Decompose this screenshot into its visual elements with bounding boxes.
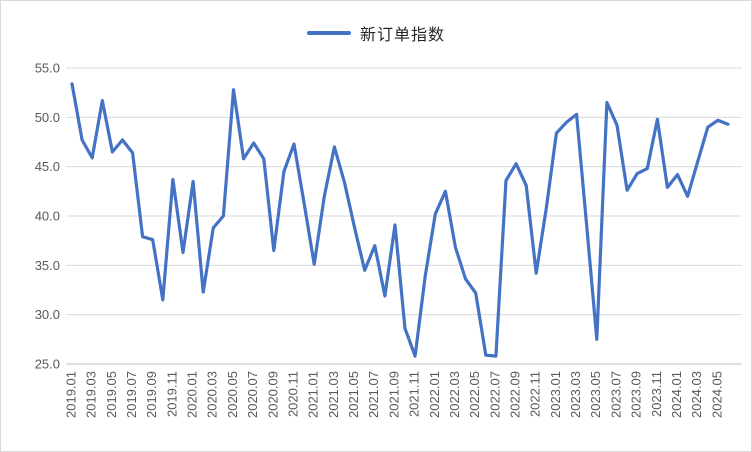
x-tick-label: 2023.03	[568, 371, 583, 418]
y-tick-label: 25.0	[35, 357, 60, 372]
x-tick-label: 2022.03	[447, 371, 462, 418]
x-tick-label: 2022.09	[507, 371, 522, 418]
x-tick-label: 2021.01	[306, 371, 321, 418]
x-tick-label: 2023.09	[629, 371, 644, 418]
x-tick-label: 2021.03	[326, 371, 341, 418]
x-tick-label: 2022.05	[467, 371, 482, 418]
y-tick-label: 40.0	[35, 209, 60, 224]
x-tick-label: 2019.01	[63, 371, 78, 418]
x-tick-label: 2020.09	[265, 371, 280, 418]
x-tick-label: 2022.11	[528, 371, 543, 417]
x-tick-label: 2021.07	[366, 371, 381, 418]
x-tick-label: 2020.01	[185, 371, 200, 418]
legend-series-label: 新订单指数	[359, 27, 446, 44]
y-tick-label: 45.0	[35, 159, 60, 174]
x-tick-label: 2021.11	[407, 371, 422, 417]
y-tick-label: 35.0	[35, 258, 60, 273]
x-tick-label: 2019.09	[144, 371, 159, 418]
x-tick-label: 2021.09	[386, 371, 401, 418]
y-tick-label: 55.0	[35, 61, 60, 76]
chart-legend: 新订单指数	[306, 21, 446, 45]
x-tick-label: 2019.05	[104, 371, 119, 418]
x-tick-label: 2020.07	[245, 371, 260, 418]
x-tick-label: 2023.05	[588, 371, 603, 418]
y-tick-label: 30.0	[35, 307, 60, 322]
x-tick-label: 2023.07	[608, 371, 623, 418]
x-tick-label: 2024.01	[669, 371, 684, 418]
x-tick-label: 2023.01	[548, 371, 563, 418]
x-tick-label: 2019.03	[84, 371, 99, 418]
legend-line-swatch	[306, 31, 351, 35]
x-tick-label: 2024.05	[709, 371, 724, 418]
x-tick-label: 2020.03	[205, 371, 220, 418]
x-tick-label: 2020.05	[225, 371, 240, 418]
series-line-new-orders-index	[70, 82, 730, 358]
x-tick-label: 2024.03	[689, 371, 704, 418]
x-tick-label: 2023.11	[649, 371, 664, 417]
x-tick-label: 2021.05	[346, 371, 361, 418]
x-tick-label: 2020.11	[285, 371, 300, 417]
x-tick-label: 2022.07	[487, 371, 502, 418]
x-tick-label: 2019.07	[124, 371, 139, 418]
y-tick-label: 50.0	[35, 110, 60, 125]
x-tick-label: 2022.01	[427, 371, 442, 418]
x-tick-label: 2019.11	[164, 371, 179, 417]
